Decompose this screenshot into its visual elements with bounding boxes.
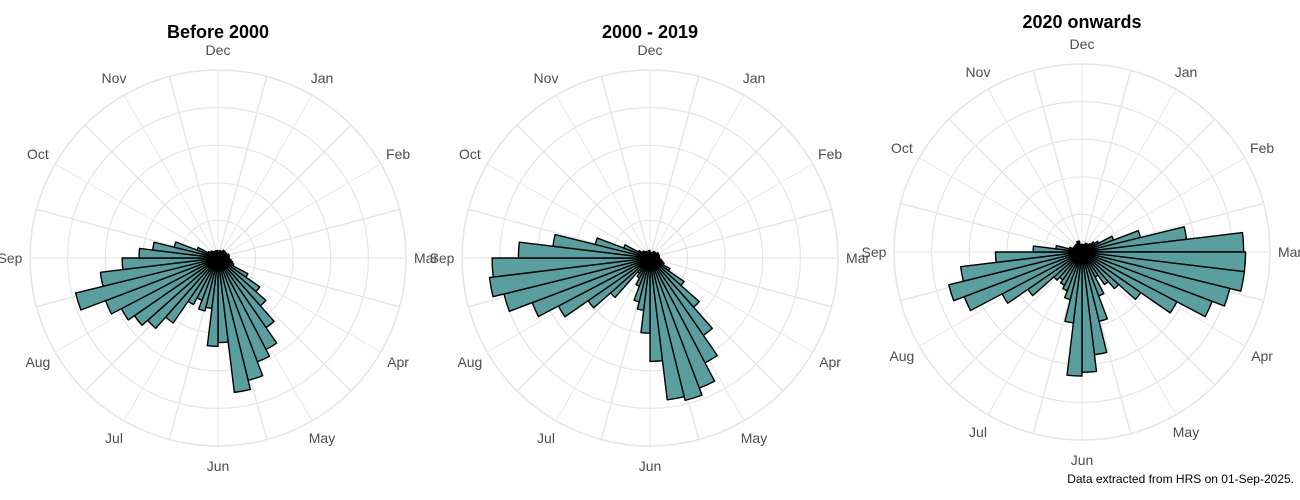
rose-bar: [488, 257, 651, 298]
grid-spoke: [948, 118, 1083, 253]
grid-spoke: [1032, 70, 1083, 253]
month-label-dec: Dec: [1070, 36, 1095, 52]
month-label-apr: Apr: [819, 354, 841, 370]
month-label-jan: Jan: [743, 70, 766, 86]
month-label-aug: Aug: [889, 348, 914, 364]
rose-bar: [491, 257, 651, 278]
month-label-oct: Oct: [891, 140, 913, 156]
data-source-caption: Data extracted from HRS on 01-Sep-2025.: [1067, 472, 1294, 486]
month-label-jul: Jul: [537, 430, 555, 446]
rose-bar: [217, 257, 252, 394]
grid-spoke: [555, 257, 651, 422]
rose-bar: [121, 257, 219, 271]
grid-spoke: [1081, 118, 1216, 253]
month-label-jan: Jan: [311, 70, 334, 86]
month-label-dec: Dec: [206, 42, 231, 58]
grid-spoke: [217, 257, 400, 308]
grid-spoke: [217, 76, 268, 259]
grid-spoke: [1081, 88, 1177, 253]
month-label-apr: Apr: [387, 354, 409, 370]
grid-spoke: [217, 163, 382, 259]
month-label-apr: Apr: [1251, 348, 1273, 364]
month-label-oct: Oct: [459, 146, 481, 162]
rose-panel-2: Jan Feb Mar Apr May Jun Jul Aug Sep Oct Nov Dec2000…: [430, 22, 871, 474]
month-label-mar: Mar: [414, 250, 438, 266]
grid-spoke: [168, 76, 219, 259]
month-label-jul: Jul: [969, 424, 987, 440]
grid-spoke: [217, 94, 313, 259]
rose-bar: [1081, 251, 1142, 301]
rose-bar: [649, 257, 685, 401]
month-label-nov: Nov: [534, 70, 559, 86]
month-label-sep: Sep: [0, 250, 23, 266]
grid-spoke: [217, 208, 400, 259]
month-label-may: May: [741, 430, 767, 446]
month-label-jun: Jun: [639, 458, 662, 474]
rose-bar: [74, 257, 219, 311]
grid-spoke: [84, 124, 219, 259]
grid-spoke: [555, 94, 651, 259]
grid-spoke: [649, 257, 832, 308]
rose-bar: [948, 251, 1083, 302]
grid-spoke: [987, 88, 1083, 253]
month-label-jul: Jul: [105, 430, 123, 446]
month-label-nov: Nov: [966, 64, 991, 80]
month-label-mar: Mar: [846, 250, 870, 266]
month-label-dec: Dec: [638, 42, 663, 58]
rose-bar: [1080, 243, 1083, 253]
grid-spoke: [516, 124, 651, 259]
month-label-feb: Feb: [1250, 140, 1274, 156]
grid-spoke: [1081, 157, 1246, 253]
rose-panel-1: Jan Feb Mar Apr May Jun Jul Aug Sep Oct Nov DecBefo…: [0, 22, 438, 474]
month-label-may: May: [1173, 424, 1199, 440]
rose-bar: [994, 251, 1083, 264]
rose-bar: [649, 257, 703, 402]
month-label-mar: Mar: [1278, 244, 1300, 260]
month-label-nov: Nov: [102, 70, 127, 86]
grid-spoke: [54, 163, 219, 259]
rose-bar: [99, 257, 219, 288]
grid-spoke: [649, 76, 700, 259]
rose-bar: [959, 251, 1083, 282]
rose-bar: [216, 249, 219, 259]
grid-spoke: [123, 94, 219, 259]
grid-spoke: [1081, 70, 1132, 253]
month-label-feb: Feb: [818, 146, 842, 162]
rose-bar: [1081, 251, 1178, 314]
panel-title: 2020 onwards: [1022, 12, 1141, 32]
grid-spoke: [649, 163, 814, 259]
month-label-sep: Sep: [430, 250, 455, 266]
rose-bar: [649, 257, 664, 363]
rose-bar: [1081, 251, 1213, 318]
rose-bar: [1081, 251, 1109, 286]
month-label-feb: Feb: [386, 146, 410, 162]
panel-title: 2000 - 2019: [602, 22, 698, 42]
rose-bar: [1081, 251, 1120, 290]
panel-title: Before 2000: [167, 22, 269, 42]
month-label-jun: Jun: [1071, 452, 1094, 468]
month-label-jun: Jun: [207, 458, 230, 474]
rose-panel-3: Jan Feb Mar Apr May Jun Jul Aug Sep Oct Nov Dec 2020…: [862, 12, 1300, 468]
grid-spoke: [1081, 251, 1177, 416]
month-label-may: May: [309, 430, 335, 446]
grid-spoke: [217, 124, 352, 259]
grid-spoke: [486, 163, 651, 259]
rose-bar: [648, 249, 651, 259]
month-label-jan: Jan: [1175, 64, 1198, 80]
grid-spoke: [649, 257, 814, 353]
grid-spoke: [918, 157, 1083, 253]
month-label-oct: Oct: [27, 146, 49, 162]
grid-spoke: [649, 208, 832, 259]
grid-spoke: [649, 94, 745, 259]
month-label-sep: Sep: [862, 244, 887, 260]
grid-spoke: [649, 124, 784, 259]
month-label-aug: Aug: [457, 354, 482, 370]
grid-spoke: [900, 202, 1083, 253]
month-label-aug: Aug: [25, 354, 50, 370]
grid-spoke: [600, 76, 651, 259]
